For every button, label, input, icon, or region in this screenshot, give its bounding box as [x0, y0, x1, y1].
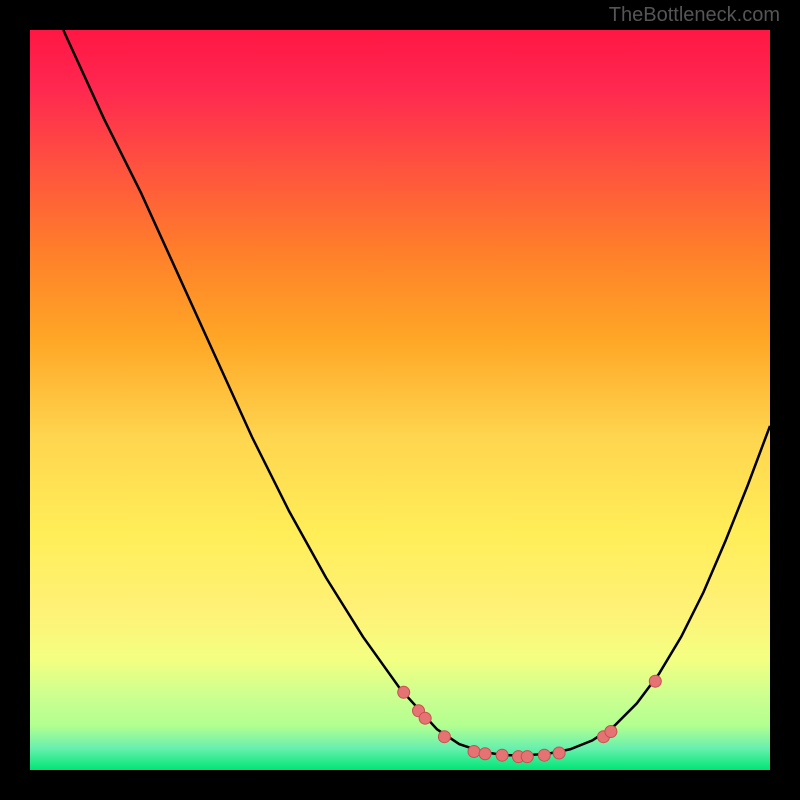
data-marker — [649, 675, 661, 687]
curve-layer — [30, 30, 770, 770]
data-marker — [605, 726, 617, 738]
data-marker — [438, 731, 450, 743]
data-marker — [479, 748, 491, 760]
data-marker — [419, 712, 431, 724]
bottleneck-curve — [63, 30, 770, 755]
data-marker — [468, 746, 480, 758]
data-marker — [496, 749, 508, 761]
data-marker — [398, 686, 410, 698]
watermark-text: TheBottleneck.com — [609, 4, 780, 27]
data-marker — [553, 747, 565, 759]
data-marker — [521, 751, 533, 763]
bottleneck-chart — [30, 30, 770, 770]
data-marker — [538, 749, 550, 761]
